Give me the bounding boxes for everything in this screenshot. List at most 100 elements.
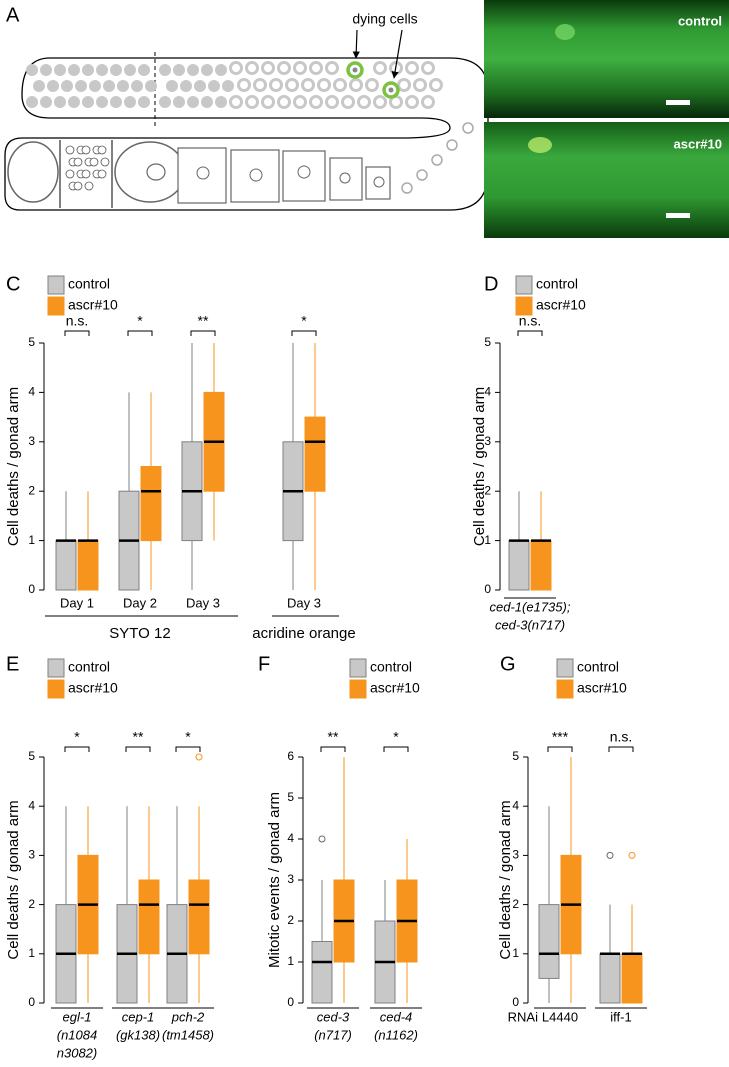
germ-cell [61,80,73,92]
x-tick-label: L4440 [542,1009,578,1024]
y-tick-label: 0 [484,582,491,596]
x-tick-label: (tm1458) [162,1027,214,1042]
y-tick-label: 4 [287,831,294,845]
x-tick-label: pch-2 [171,1009,205,1024]
germ-cell [26,64,38,76]
germ-cell [446,139,458,151]
x-tick-label: ced-3(n717) [495,617,565,632]
germ-cell [54,96,66,108]
x-tick-label: (n717) [314,1027,352,1042]
germ-cell [117,80,129,92]
x-tick-label: Day 2 [123,595,157,610]
germ-cell [173,64,185,76]
nucleus [249,168,263,182]
x-tick-label: egl-1 [63,1009,92,1024]
micrographs: B control ascr#10 [484,0,729,238]
dying-cell-core [352,67,358,73]
germ-cell [462,122,474,134]
germ-cell [309,61,323,75]
image-ascr10 [484,122,729,238]
germ-cell [89,157,99,167]
germ-cell [317,78,331,92]
significance-label: * [185,729,191,745]
germ-cell [159,64,171,76]
y-tick-label: 3 [287,872,294,886]
y-tick-label: 3 [484,434,491,448]
germ-cell [82,96,94,108]
outlier [195,753,203,761]
germ-cell [73,157,83,167]
scale-bar [666,100,690,105]
y-tick-label: 1 [484,533,491,547]
germ-cell [103,80,115,92]
box [55,540,77,591]
germ-cell [325,61,339,75]
x-tick-label: ced-3 [317,1009,350,1024]
y-tick-label: 4 [28,798,35,812]
germ-cell [245,61,259,75]
germ-cell [277,95,291,109]
x-tick-label: ced-1(e1735); [490,599,571,614]
box [188,879,210,955]
signal [555,24,575,40]
germ-cell [100,157,110,167]
x-tick-label: iff-1 [610,1009,631,1024]
significance-label: n.s. [610,729,633,745]
germ-cell [201,64,213,76]
box [140,466,162,542]
germ-cell [421,95,435,109]
panel-label: A [6,4,20,26]
germ-cell [82,64,94,76]
box [508,540,530,591]
legend-label: control [68,659,110,675]
legend-swatch [556,679,574,699]
germ-cell [166,80,178,92]
y-tick-label: 2 [28,483,35,497]
germ-cell [201,96,213,108]
y-axis-label: Cell deaths / gonad arm [5,800,22,959]
oocyte [7,141,59,203]
germ-cell [261,61,275,75]
box [311,941,333,1004]
germ-cell [81,169,91,179]
gonad-schematic: A dying cells [4,4,489,211]
image-control [484,0,729,118]
y-tick-label: 0 [512,995,519,1009]
germ-cell [84,181,94,191]
germ-cell [431,154,443,166]
significance-bracket [547,746,573,752]
x-prefix-label: RNAi [508,1009,538,1024]
germ-cell [269,78,283,92]
germ-cell [40,96,52,108]
germ-cell [421,61,435,75]
legend-label: ascr#10 [370,680,420,696]
group-label: acridine orange [252,625,355,642]
x-tick-label: n3082) [57,1045,97,1060]
significance-label: *** [552,729,569,745]
germ-cell [124,96,136,108]
germ-cell [341,95,355,109]
germ-cell [40,64,52,76]
significance-bracket [320,746,346,752]
significance-bracket [125,746,151,752]
y-tick-label: 3 [28,434,35,448]
significance-label: * [393,729,399,745]
y-tick-label: 3 [28,848,35,862]
y-tick-label: 1 [28,946,35,960]
y-tick-label: 2 [28,897,35,911]
legend-swatch [515,275,533,295]
x-tick-label: (n1162) [374,1027,418,1042]
germ-cell [429,78,443,92]
significance-label: * [74,729,80,745]
legend-label: ascr#10 [577,680,627,696]
y-axis-label: Cell deaths / gonad arm [497,800,514,959]
y-tick-label: 4 [484,385,491,399]
germ-cell [33,80,45,92]
y-tick-label: 1 [512,946,519,960]
germ-cell [26,96,38,108]
significance-bracket [175,746,201,752]
significance-label: ** [328,729,339,745]
box [530,540,552,591]
germ-cell [145,80,157,92]
